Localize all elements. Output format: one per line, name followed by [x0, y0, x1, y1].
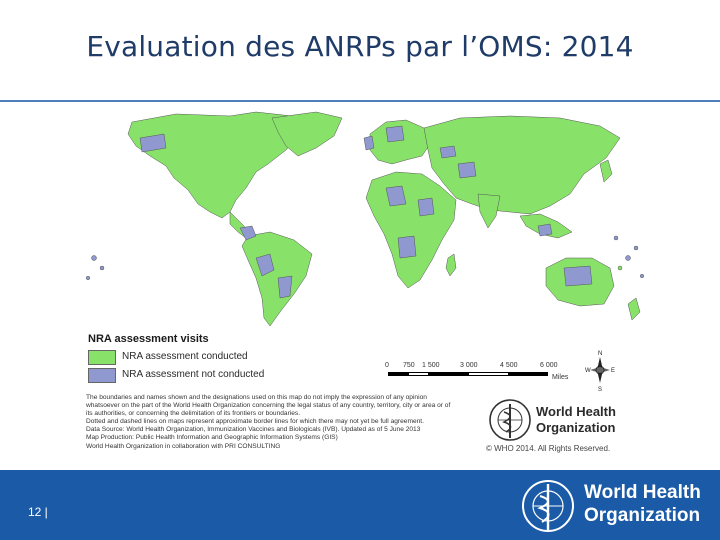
- scale-segment-4: [468, 372, 510, 376]
- disclaimer-line: Map Production: Public Health Informatio…: [86, 434, 338, 442]
- who-logo-footer: World Health Organization: [518, 478, 708, 534]
- scale-tick-750: 750: [403, 362, 415, 369]
- who-emblem-icon: [489, 399, 531, 441]
- who-inline-name-line2: Organization: [536, 420, 616, 435]
- map-greenland: [271, 111, 343, 157]
- disclaimer-line: Data Source: World Health Organization, …: [86, 426, 421, 434]
- map-europe: [369, 119, 431, 165]
- compass-s: S: [598, 387, 602, 392]
- map-region-grey-10: [563, 265, 593, 287]
- legend-item-not-conducted: NRA assessment not conducted: [88, 368, 358, 383]
- map-island-3: [625, 255, 631, 261]
- map-island-5: [613, 235, 619, 241]
- legend-label-not-conducted: NRA assessment not conducted: [122, 369, 265, 380]
- disclaimer-line: its authorities, or concerning the delim…: [86, 410, 301, 418]
- scale-bar: 0 750 1 500 3 000 4 500 6 000 Miles: [382, 362, 582, 390]
- map-legend: NRA assessment visits NRA assessment con…: [84, 333, 364, 388]
- map-island-1: [91, 255, 97, 261]
- compass-e: E: [611, 368, 615, 374]
- scale-tick-3000: 3 000: [460, 362, 478, 369]
- map-region-grey-1: [239, 225, 257, 241]
- map-new-zealand: [627, 297, 641, 321]
- footer-org-name-line2: Organization: [584, 505, 701, 526]
- map-island-6: [617, 265, 623, 271]
- map-region-grey-3: [277, 275, 293, 299]
- map-region-grey-4: [385, 185, 407, 207]
- map-uk: [363, 135, 375, 151]
- who-logo-inline: World Health Organization © WHO 2014. Al…: [486, 398, 626, 458]
- scale-segment-3: [428, 372, 468, 376]
- footer-bar: [0, 470, 720, 540]
- map-region-grey-12: [439, 145, 457, 159]
- scale-tick-1500: 1 500: [422, 362, 440, 369]
- legend-title: NRA assessment visits: [88, 333, 209, 345]
- title-divider: [0, 100, 720, 102]
- compass-rose-icon: N S W E: [585, 348, 615, 393]
- disclaimer-line: Dotted and dashed lines on maps represen…: [86, 418, 424, 426]
- map-island-8: [639, 273, 645, 279]
- map-region-grey-8: [385, 125, 405, 143]
- who-emblem-footer-icon: [522, 480, 574, 532]
- slide-title: Evaluation des ANRPs par l’OMS: 2014: [86, 30, 634, 63]
- map-south-america: [241, 231, 313, 327]
- map-region-grey-6: [397, 235, 417, 259]
- scale-tick-0: 0: [385, 362, 389, 369]
- legend-swatch-conducted: [88, 350, 116, 365]
- scale-segment-2: [408, 372, 430, 376]
- map-island-2: [99, 265, 105, 271]
- compass-w: W: [585, 368, 591, 374]
- world-map: [80, 108, 650, 330]
- scale-unit: Miles: [552, 374, 569, 381]
- scale-tick-4500: 4 500: [500, 362, 518, 369]
- map-region-grey-5: [417, 197, 435, 217]
- map-disclaimer: The boundaries and names shown and the d…: [86, 394, 471, 451]
- map-region-grey-9: [537, 223, 553, 237]
- map-island-4: [633, 245, 639, 251]
- disclaimer-line: World Health Organization in collaborati…: [86, 442, 281, 450]
- scale-segment-5: [508, 372, 548, 376]
- disclaimer-line: The boundaries and names shown and the d…: [86, 394, 427, 401]
- map-africa: [365, 171, 457, 289]
- scale-tick-6000: 6 000: [540, 362, 558, 369]
- map-madagascar: [445, 253, 457, 277]
- scale-segment-1: [388, 372, 408, 376]
- map-japan: [599, 159, 613, 183]
- legend-swatch-not-conducted: [88, 368, 116, 383]
- legend-label-conducted: NRA assessment conducted: [122, 351, 248, 362]
- disclaimer-line: whatsoever on the part of the World Heal…: [86, 402, 451, 410]
- footer-org-name-line1: World Health: [584, 482, 701, 503]
- map-island-7: [85, 275, 91, 281]
- legend-item-conducted: NRA assessment conducted: [88, 350, 358, 365]
- compass-n: N: [598, 351, 602, 357]
- map-asia: [423, 115, 621, 215]
- map-region-grey-11: [139, 133, 167, 153]
- map-region-grey-2: [255, 253, 275, 277]
- map-region-grey-7: [457, 161, 477, 179]
- page-number: 12 |: [28, 505, 48, 519]
- copyright-text: © WHO 2014. All Rights Reserved.: [486, 444, 611, 453]
- map-north-america: [127, 111, 303, 219]
- map-india: [477, 193, 501, 229]
- who-inline-name-line1: World Health: [536, 404, 616, 419]
